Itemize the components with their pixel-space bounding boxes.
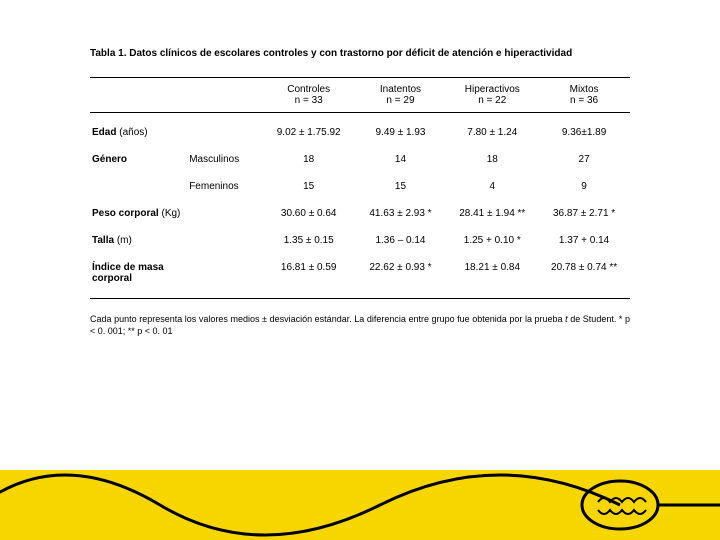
cell: 18: [263, 146, 355, 173]
cell: 1.25 + 0.10 *: [446, 227, 538, 254]
cell: 15: [263, 173, 355, 200]
row-sub: Masculinos: [187, 146, 263, 173]
row-sub: [187, 113, 263, 147]
cell: 16.81 ± 0.59: [263, 254, 355, 299]
cell: 9: [538, 173, 630, 200]
col-mixtos-name: Mixtos: [570, 84, 599, 95]
cell: 15: [355, 173, 447, 200]
cell: 7.80 ± 1.24: [446, 113, 538, 147]
clinical-data-table: Controlesn = 33 Inatentosn = 29 Hiperact…: [90, 77, 630, 299]
wave-graphic: [0, 470, 720, 540]
cell: 1.37 + 0.14: [538, 227, 630, 254]
row-sub: [187, 254, 263, 299]
footnote-text: Cada punto representa los valores medios…: [90, 314, 565, 324]
col-controls-n: n = 33: [295, 95, 323, 106]
cell: 41.63 ± 2.93 *: [355, 200, 447, 227]
table-row: Talla (m) 1.35 ± 0.15 1.36 – 0.14 1.25 +…: [90, 227, 630, 254]
col-controls-name: Controles: [287, 84, 330, 95]
cell: 28.41 ± 1.94 **: [446, 200, 538, 227]
col-hiperactivos-n: n = 22: [478, 95, 506, 106]
table-row: Femeninos 15 15 4 9: [90, 173, 630, 200]
cell: 1.35 ± 0.15: [263, 227, 355, 254]
cell: 9.36±1.89: [538, 113, 630, 147]
table-title: Tabla 1. Datos clínicos de escolares con…: [90, 48, 630, 59]
row-label: Talla: [92, 235, 114, 246]
col-hiperactivos-name: Hiperactivos: [465, 84, 520, 95]
table-row: Edad (años) 9.02 ± 1.75.92 9.49 ± 1.93 7…: [90, 113, 630, 147]
cell: 22.62 ± 0.93 *: [355, 254, 447, 299]
row-label: Índice de masa corporal: [90, 254, 187, 299]
col-inatentos-name: Inatentos: [380, 84, 421, 95]
cell: 20.78 ± 0.74 **: [538, 254, 630, 299]
row-unit: (Kg): [161, 208, 180, 219]
cell: 14: [355, 146, 447, 173]
table-row: Género Masculinos 18 14 18 27: [90, 146, 630, 173]
table-row: Peso corporal (Kg) 30.60 ± 0.64 41.63 ± …: [90, 200, 630, 227]
cell: 18.21 ± 0.84: [446, 254, 538, 299]
row-sub: [187, 227, 263, 254]
row-unit: (años): [119, 127, 147, 138]
table-row: Índice de masa corporal 16.81 ± 0.59 22.…: [90, 254, 630, 299]
row-label: Género: [90, 146, 187, 173]
row-sub: Femeninos: [187, 173, 263, 200]
cell: 30.60 ± 0.64: [263, 200, 355, 227]
cell: 36.87 ± 2.71 *: [538, 200, 630, 227]
col-inatentos-n: n = 29: [386, 95, 414, 106]
row-label: Peso corporal: [92, 208, 159, 219]
col-mixtos-n: n = 36: [570, 95, 598, 106]
row-unit: (m): [117, 235, 132, 246]
cell: 9.49 ± 1.93: [355, 113, 447, 147]
cell: 4: [446, 173, 538, 200]
row-sub: [187, 200, 263, 227]
table-footnote: Cada punto representa los valores medios…: [90, 313, 630, 337]
cell: 18: [446, 146, 538, 173]
row-label: Edad: [92, 127, 116, 138]
cell: 9.02 ± 1.75.92: [263, 113, 355, 147]
row-label: [90, 173, 187, 200]
cell: 27: [538, 146, 630, 173]
footer-banner: [0, 470, 720, 540]
cell: 1.36 – 0.14: [355, 227, 447, 254]
